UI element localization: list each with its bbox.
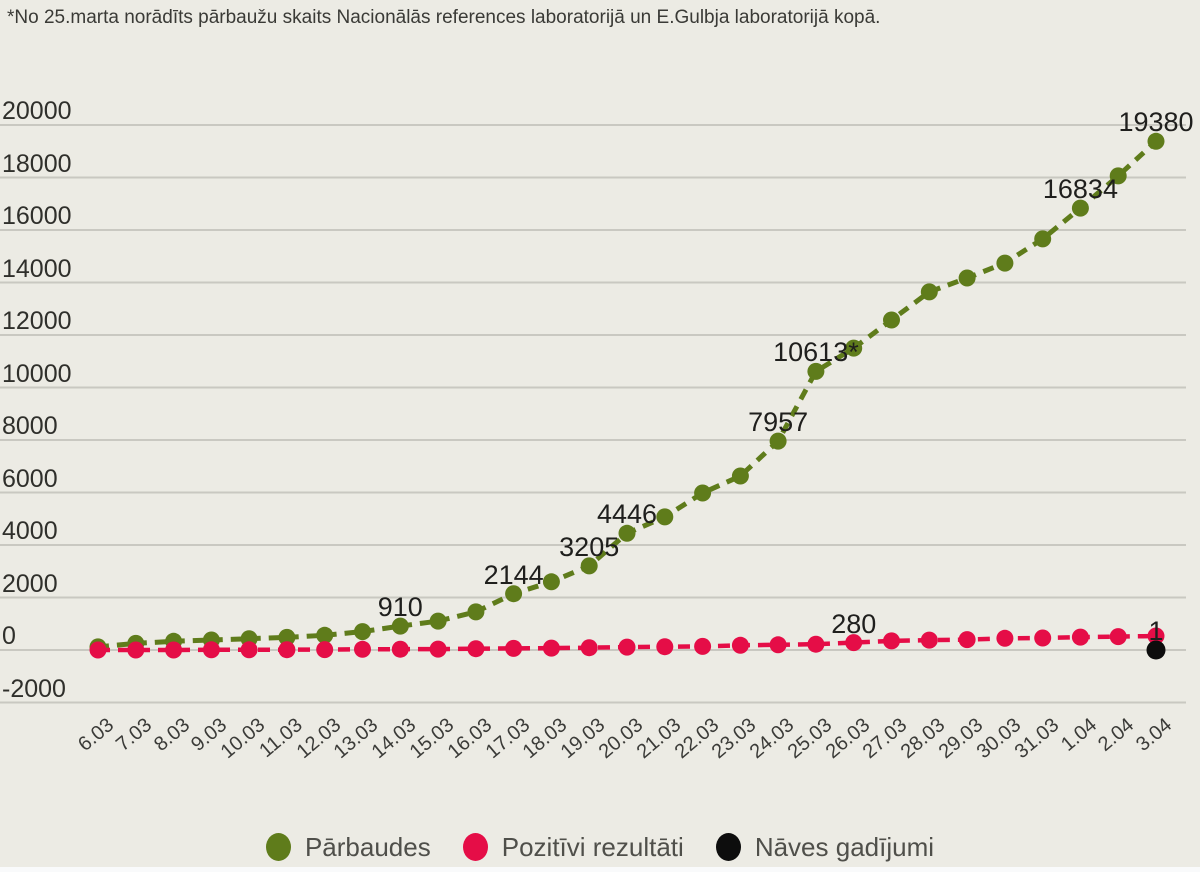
data-point-parbaudes: [769, 432, 787, 450]
data-point-pozitivi: [694, 637, 712, 655]
data-point-pozitivi: [618, 638, 636, 656]
data-point-pozitivi: [807, 635, 825, 653]
y-tick-label: 6000: [2, 464, 58, 493]
data-point-pozitivi: [202, 641, 220, 659]
legend-dot-parbaudes: [265, 833, 291, 861]
data-point-parbaudes: [618, 524, 636, 542]
data-point-pozitivi: [316, 641, 334, 659]
value-label: 2144: [483, 559, 544, 590]
data-point-parbaudes: [656, 508, 674, 526]
legend-dot-naves: [715, 833, 741, 861]
data-point-pozitivi: [165, 641, 183, 659]
legend-label: Nāves gadījumi: [754, 831, 935, 862]
data-point-parbaudes: [694, 484, 712, 502]
y-tick-label: -2000: [2, 674, 66, 703]
y-tick-label: 2000: [2, 569, 58, 598]
y-tick-label: 8000: [2, 412, 58, 440]
data-point-pozitivi: [127, 641, 145, 659]
data-point-parbaudes: [731, 467, 749, 485]
data-point-pozitivi: [278, 641, 296, 659]
data-point-pozitivi: [845, 634, 863, 652]
value-label: 280: [831, 608, 877, 639]
data-point-parbaudes: [920, 283, 938, 301]
data-point-parbaudes: [542, 573, 560, 591]
series-line-parbaudes: [97, 139, 1158, 650]
data-point-parbaudes: [1109, 167, 1127, 185]
data-point-pozitivi: [883, 632, 900, 650]
data-point-pozitivi: [1109, 628, 1127, 646]
y-tick-label: 10000: [2, 359, 72, 388]
value-label: 4446: [596, 499, 658, 530]
data-point-pozitivi: [580, 639, 598, 657]
data-point-parbaudes: [1034, 230, 1052, 248]
chart-footnote: *No 25.marta norādīts pārbaužu skaits Na…: [7, 7, 881, 28]
legend-label: Pārbaudes: [304, 831, 431, 862]
data-point-pozitivi: [240, 641, 258, 659]
legend-item-parbaudes: Pārbaudes: [265, 831, 431, 863]
data-point-parbaudes: [580, 557, 598, 575]
data-point-parbaudes: [505, 585, 523, 603]
y-tick-label: 4000: [2, 517, 58, 545]
data-point-pozitivi: [731, 636, 749, 654]
y-tick-label: 14000: [2, 254, 72, 283]
y-tick-label: 20000: [2, 97, 72, 125]
data-point-parbaudes: [845, 339, 863, 357]
value-label: 910: [377, 592, 423, 623]
data-point-naves: [1146, 640, 1166, 660]
data-point-parbaudes: [429, 612, 447, 630]
bottom-edge-strip: [0, 867, 1200, 872]
y-tick-label: 16000: [2, 202, 72, 230]
data-point-pozitivi: [958, 631, 976, 649]
data-point-pozitivi: [354, 640, 371, 658]
data-point-parbaudes: [354, 623, 371, 641]
value-label: 10613*: [773, 337, 859, 368]
data-point-pozitivi: [656, 638, 674, 656]
data-point-pozitivi: [429, 640, 447, 658]
data-point-pozitivi: [1034, 629, 1052, 647]
data-point-pozitivi: [1071, 628, 1089, 646]
data-point-pozitivi: [920, 631, 938, 649]
data-point-pozitivi: [996, 629, 1014, 647]
data-point-pozitivi: [467, 640, 485, 658]
legend-item-naves: Nāves gadījumi: [715, 831, 935, 863]
data-point-parbaudes: [278, 628, 296, 646]
data-point-pozitivi: [89, 641, 107, 659]
data-point-parbaudes: [883, 311, 900, 329]
data-point-pozitivi: [769, 636, 787, 654]
data-point-parbaudes: [391, 617, 409, 635]
value-label: 16834: [1042, 174, 1118, 205]
value-label: 1: [1148, 615, 1164, 646]
y-tick-label: 12000: [2, 307, 72, 335]
data-point-parbaudes: [316, 626, 334, 644]
y-tick-label: 0: [2, 622, 16, 650]
legend-label: Pozitīvi rezultāti: [501, 831, 684, 862]
data-point-parbaudes: [467, 603, 485, 621]
value-label: 19380: [1118, 107, 1194, 138]
data-point-parbaudes: [1071, 199, 1089, 217]
data-point-parbaudes: [958, 269, 976, 287]
data-point-parbaudes: [996, 254, 1014, 272]
data-point-pozitivi: [505, 639, 523, 657]
data-point-parbaudes: [1147, 132, 1165, 150]
legend-item-pozitivi: Pozitīvi rezultāti: [462, 831, 684, 863]
value-label: 7957: [748, 407, 809, 438]
y-tick-label: 18000: [2, 149, 72, 178]
data-point-pozitivi: [1147, 627, 1165, 645]
data-point-pozitivi: [542, 639, 560, 657]
data-point-pozitivi: [391, 640, 409, 658]
data-point-parbaudes: [807, 362, 825, 380]
legend-dot-pozitivi: [462, 833, 488, 861]
value-label: 3205: [559, 531, 620, 562]
legend: Pārbaudes Pozitīvi rezultāti Nāves gadījum…: [0, 826, 1200, 868]
